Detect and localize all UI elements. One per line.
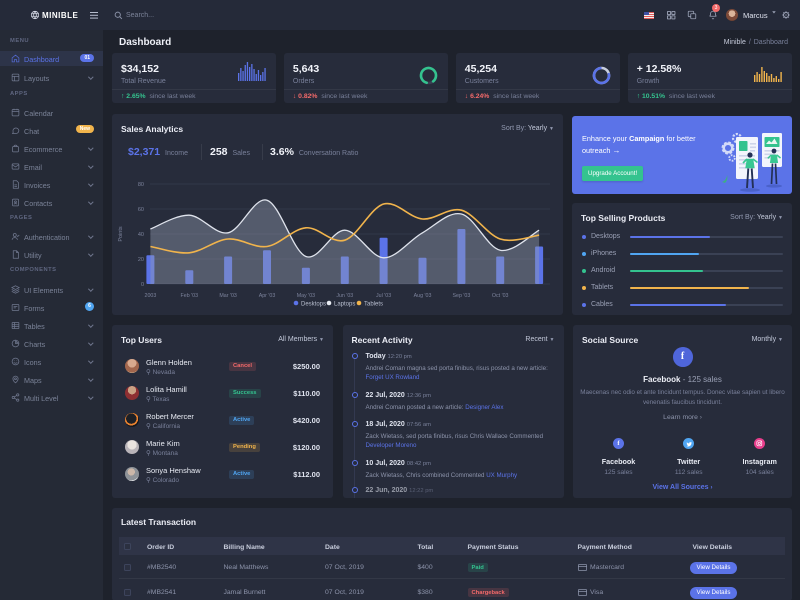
svg-text:80: 80 xyxy=(138,182,144,188)
svg-text:Points: Points xyxy=(118,226,124,242)
svg-text:Feb '03: Feb '03 xyxy=(181,293,199,299)
svg-text:Laptops: Laptops xyxy=(334,302,355,308)
svg-text:Jul '03: Jul '03 xyxy=(376,293,391,299)
svg-text:Desktops: Desktops xyxy=(301,302,326,308)
svg-text:60: 60 xyxy=(138,207,144,213)
svg-text:Mar '03: Mar '03 xyxy=(219,293,237,299)
svg-text:2003: 2003 xyxy=(145,293,157,299)
svg-text:Apr '03: Apr '03 xyxy=(259,293,276,299)
svg-text:Jun '03: Jun '03 xyxy=(336,293,353,299)
svg-text:Oct '03: Oct '03 xyxy=(492,293,509,299)
svg-text:Sep '03: Sep '03 xyxy=(452,293,470,299)
svg-text:Aug '03: Aug '03 xyxy=(414,293,432,299)
svg-text:0: 0 xyxy=(141,282,144,288)
svg-text:20: 20 xyxy=(138,257,144,263)
svg-text:40: 40 xyxy=(138,232,144,238)
svg-text:May '03: May '03 xyxy=(297,293,315,299)
svg-text:Tablets: Tablets xyxy=(364,302,383,308)
